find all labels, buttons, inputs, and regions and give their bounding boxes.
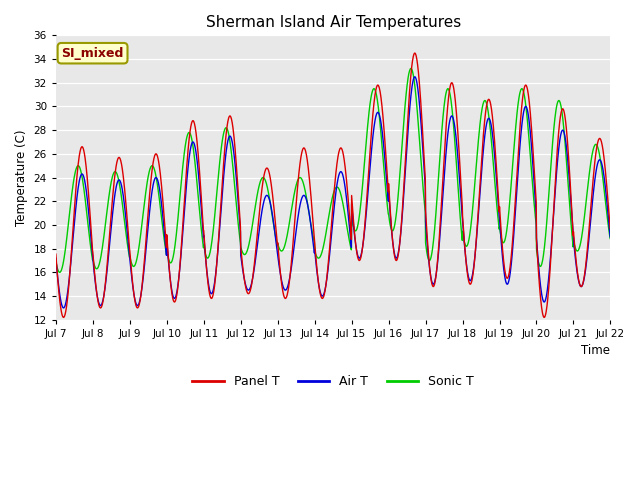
Legend: Panel T, Air T, Sonic T: Panel T, Air T, Sonic T xyxy=(188,370,479,393)
Text: SI_mixed: SI_mixed xyxy=(61,47,124,60)
Title: Sherman Island Air Temperatures: Sherman Island Air Temperatures xyxy=(205,15,461,30)
Y-axis label: Temperature (C): Temperature (C) xyxy=(15,129,28,226)
X-axis label: Time: Time xyxy=(581,344,611,357)
